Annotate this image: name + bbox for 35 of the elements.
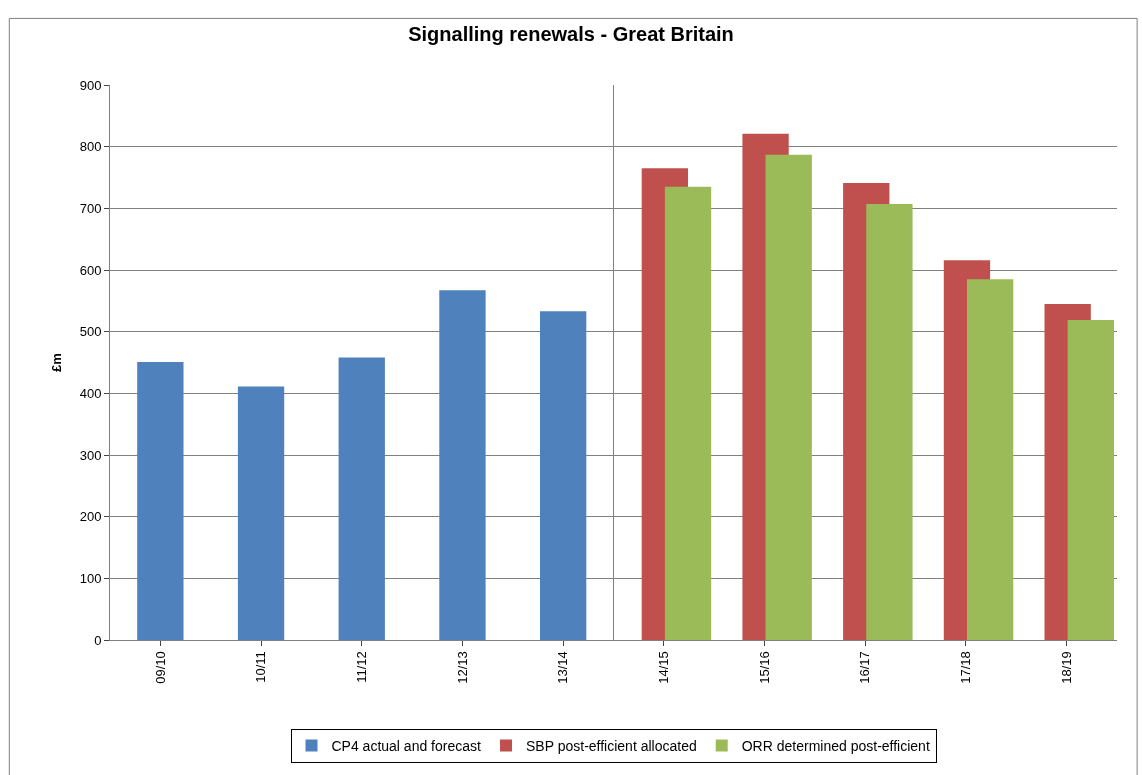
x-tick-label: 12/13 [454,651,470,684]
chart-title: Signalling renewals - Great Britain [408,23,734,46]
y-tick-label: 0 [94,632,102,648]
y-tick-label: 100 [79,570,102,586]
y-tick-label: 300 [79,447,102,463]
bar [664,186,712,640]
bar [765,154,812,640]
x-tick-label: 09/10 [152,651,168,684]
bar [966,279,1014,640]
y-tick-label: 800 [79,139,102,155]
x-tick-label: 16/17 [857,651,873,684]
bar [866,204,913,640]
legend-label: ORR determined post-efficient [741,737,930,754]
x-tick-label: 14/15 [656,651,672,684]
y-tick-label: 600 [79,262,102,278]
bar [237,386,285,640]
x-tick-label: 17/18 [958,651,974,684]
legend-label: SBP post-efficient allocated [526,737,697,754]
y-tick-label: 400 [79,385,102,401]
bar [539,311,587,640]
x-tick-label: 13/14 [555,651,571,684]
x-tick-label: 18/19 [1058,651,1074,684]
bar [439,290,486,640]
bar [338,357,385,640]
x-tick-label: 11/12 [353,651,369,683]
y-tick-label: 200 [79,509,102,525]
y-tick-label: 900 [79,77,102,93]
bar [1067,319,1114,640]
x-tick-label: 15/16 [756,651,772,684]
bar [137,361,184,640]
x-tick-label: 10/11 [253,651,269,683]
y-tick-label: 700 [79,200,102,216]
legend-label: CP4 actual and forecast [331,737,482,754]
y-tick-label: 500 [79,324,102,340]
y-axis-title: £m [48,353,64,372]
